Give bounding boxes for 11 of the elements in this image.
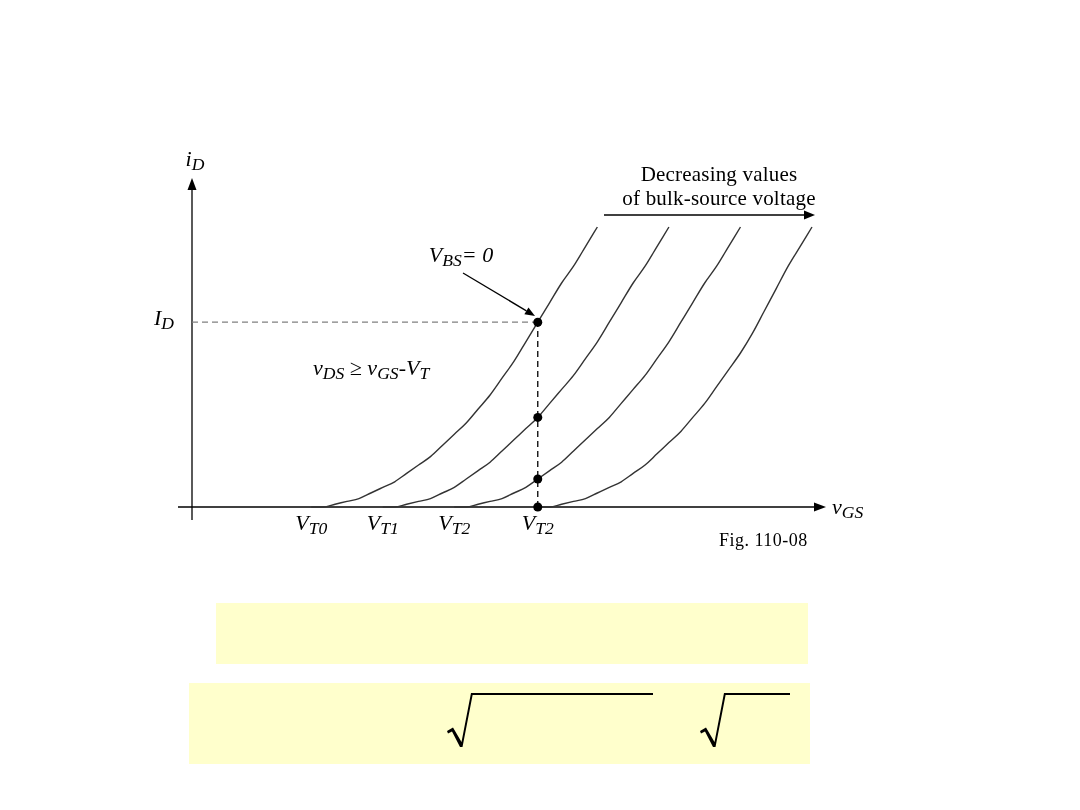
caption: Fig. 110-08 bbox=[719, 530, 808, 550]
x-tick-label: V$_{T2}$ bbox=[521, 510, 554, 538]
x-tick-label: V$_{T1}$ bbox=[366, 510, 399, 538]
x-tick-label: V$_{T2}$ bbox=[438, 510, 471, 538]
x-tick-label: V$_{T0}$ bbox=[295, 510, 328, 538]
ref-line-label: I$_{D}$ bbox=[152, 305, 175, 333]
text: Decreasing values of bulk-source voltage bbox=[622, 162, 816, 210]
annotation: V$_{BS}$= 0 bbox=[428, 242, 494, 270]
y-axis-title: i$_{D}$ bbox=[185, 146, 205, 174]
x-axis-title: v$_{GS}$ bbox=[832, 494, 864, 522]
annotation: v$_{DS}$ ≥ v$_{GS}$-V$_{T}$ bbox=[313, 355, 431, 383]
